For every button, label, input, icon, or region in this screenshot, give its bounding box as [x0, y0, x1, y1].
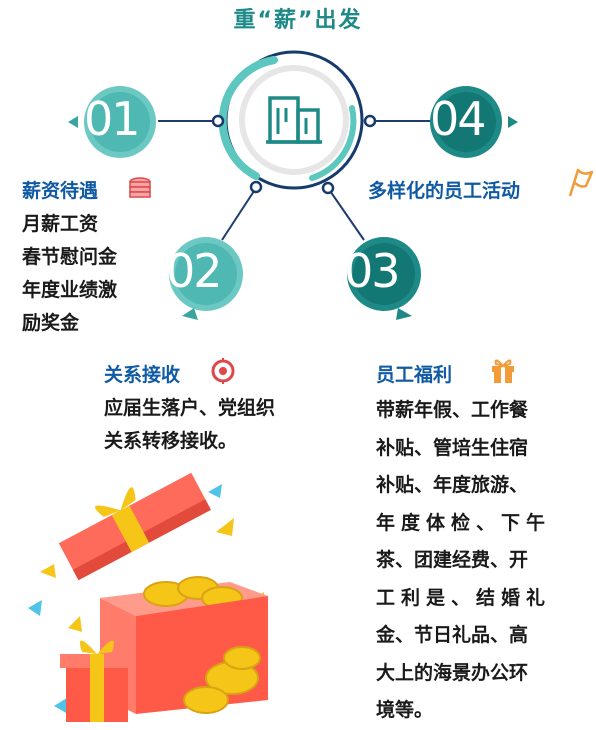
list-item: 境等。 — [376, 699, 434, 721]
heading-relation: 关系接收 — [104, 364, 181, 386]
building-icon — [266, 96, 322, 144]
node-03-badge — [347, 237, 421, 320]
node-01-number: 01 — [84, 92, 141, 146]
gift-icon — [492, 359, 514, 383]
list-item: 应届生落户、党组织 — [104, 397, 276, 419]
node-04-number: 04 — [430, 92, 487, 146]
node-02: 02 — [164, 236, 254, 324]
center-hub — [211, 50, 377, 195]
node-04: 04 — [426, 86, 522, 162]
node-03-number: 03 — [344, 244, 401, 298]
heading-welfare: 员工福利 — [376, 364, 453, 386]
list-item: 年度业绩激 — [22, 279, 118, 301]
list-item: 年度体检、下午 — [376, 511, 552, 534]
node-01-badge — [68, 86, 156, 158]
welfare-list: 带薪年假、工作餐 补贴、管培生住宿 补贴、年度旅游、 年度体检、下午 茶、团建经… — [376, 392, 590, 730]
coins-icon — [129, 177, 151, 198]
list-item: 大上的海景办公环 — [376, 661, 529, 684]
list-item: 茶、团建经费、开 — [376, 549, 529, 571]
heading-activities: 多样化的员工活动 — [368, 180, 521, 202]
list-item: 补贴、年度旅游、 — [376, 474, 529, 496]
relation-list: 应届生落户、党组织 关系转移接收。 — [104, 392, 275, 458]
node-01: 01 — [68, 86, 160, 162]
node-03: 03 — [342, 236, 432, 324]
page-title: 重“薪”出发 — [233, 8, 363, 33]
list-item: 关系转移接收。 — [104, 430, 238, 452]
list-item: 春节慰问金 — [22, 246, 118, 268]
gift-box-illustration — [28, 472, 268, 722]
node-02-number: 02 — [166, 244, 223, 298]
list-item: 工利是、结婚礼 — [376, 586, 552, 609]
list-item: 补贴、管培生住宿 — [376, 436, 529, 459]
target-icon — [211, 358, 235, 384]
list-item: 带薪年假、工作餐 — [376, 399, 529, 421]
list-item: 月薪工资 — [22, 213, 99, 235]
heading-salary: 薪资待遇 — [22, 180, 99, 202]
node-04-badge — [430, 86, 518, 158]
node-02-badge — [169, 237, 243, 320]
flag-icon — [568, 168, 594, 197]
salary-list: 月薪工资 春节慰问金 年度业绩激 励奖金 — [22, 208, 117, 340]
list-item: 金、节日礼品、高 — [376, 624, 529, 646]
list-item: 励奖金 — [22, 312, 80, 334]
